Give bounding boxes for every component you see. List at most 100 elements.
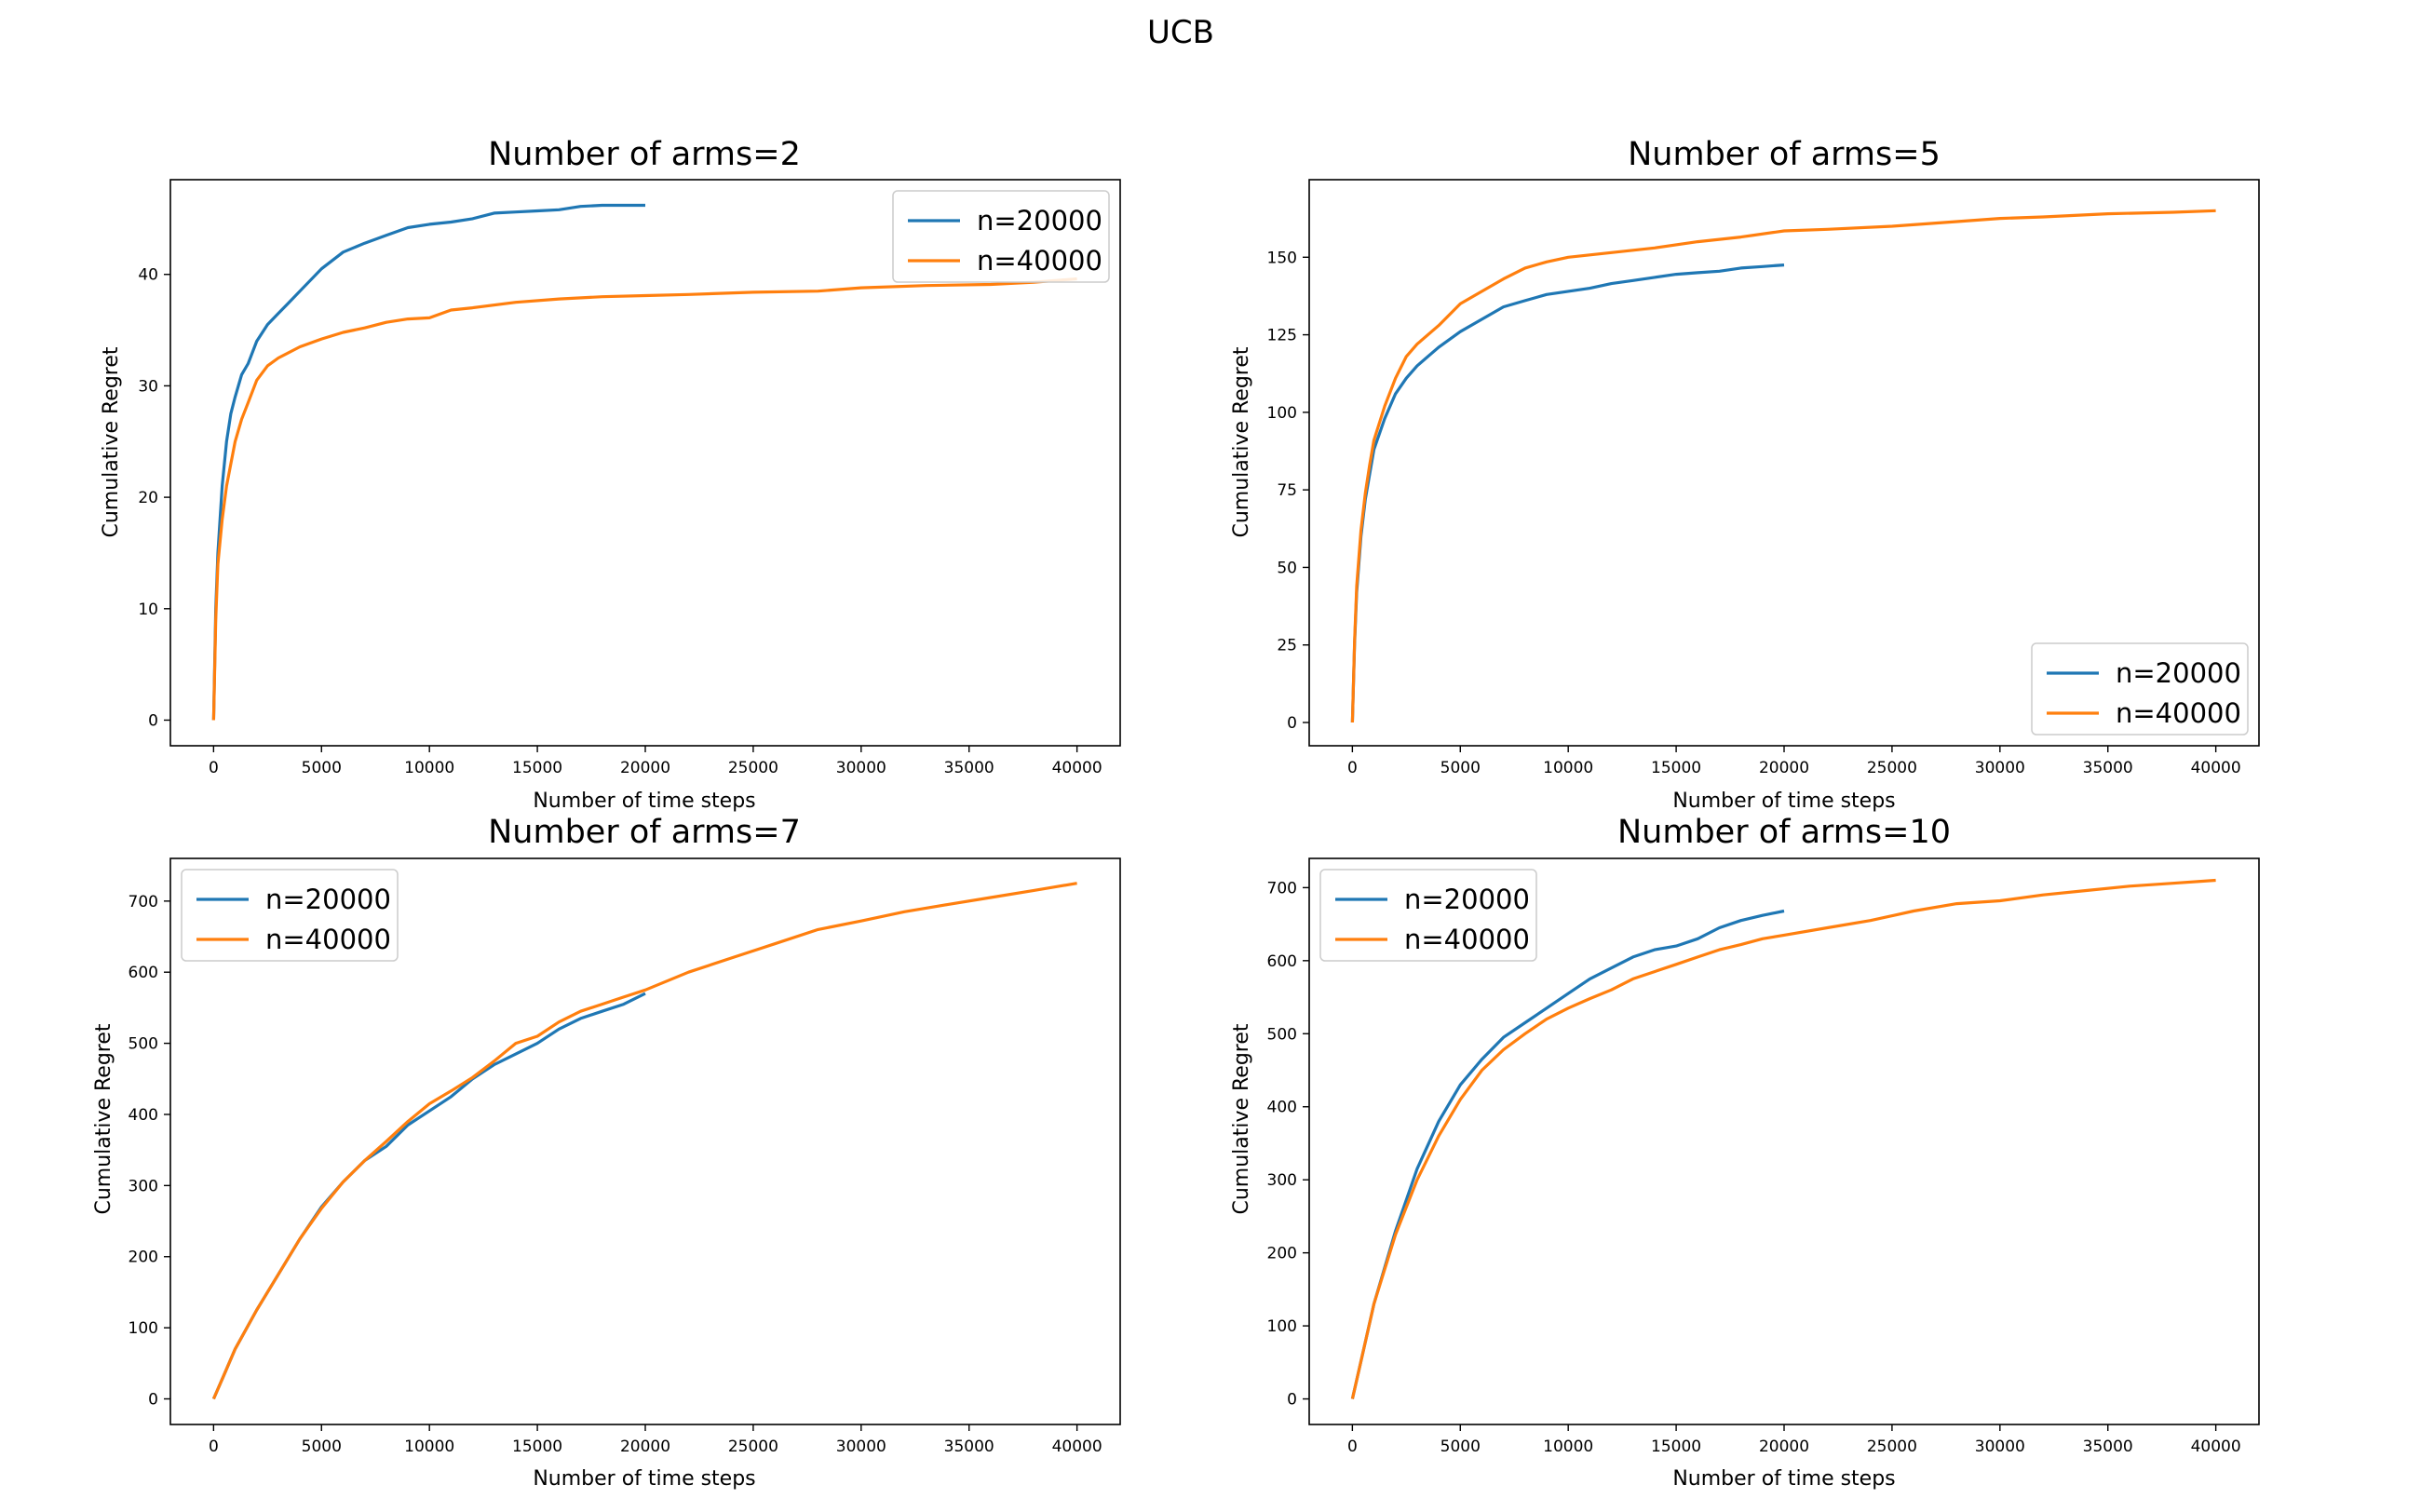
subplot-title: Number of arms=5: [1628, 136, 1941, 173]
subplot-arms-2: Number of arms=2 Number of time steps Cu…: [100, 136, 1121, 813]
x-tick-label: 25000: [728, 1438, 778, 1456]
series-line-n-40000: [211, 277, 1077, 721]
legend-label: n=20000: [2116, 657, 2241, 689]
series-line-n-40000: [1350, 209, 2216, 723]
y-tick-label: 600: [1267, 952, 1297, 971]
y-tick-label: 100: [1267, 1317, 1297, 1336]
y-ticks: 0 10 20 30 40: [138, 266, 170, 730]
y-tick-label: 40: [138, 266, 158, 285]
y-ticks: 0 25 50 75 100 125 150: [1267, 249, 1309, 733]
x-tick-label: 10000: [404, 1438, 454, 1456]
x-ticks: 0 5000 10000 15000 20000 25000 30000 35000 40000: [209, 1424, 1102, 1456]
y-axis-label: Cumulative Regret: [100, 346, 123, 537]
legend: n=20000 n=40000: [1319, 869, 1537, 962]
x-tick-label: 30000: [836, 1438, 886, 1456]
y-tick-label: 0: [148, 1391, 158, 1410]
y-tick-label: 0: [1287, 1391, 1297, 1410]
x-tick-label: 30000: [836, 759, 886, 777]
legend-label: n=20000: [1404, 884, 1530, 915]
plot-area-arms-7: 0 5000 10000 15000 20000 25000 30000 35000 40000…: [128, 857, 1121, 1456]
y-tick-label: 300: [1267, 1171, 1297, 1190]
y-tick-label: 600: [128, 964, 158, 982]
y-tick-label: 300: [128, 1177, 158, 1195]
x-tick-label: 10000: [1543, 1438, 1593, 1456]
series-line-n-20000: [1350, 263, 1785, 723]
subplot-arms-7: Number of arms=7 Number of time steps Cu…: [92, 814, 1121, 1491]
y-tick-label: 500: [1267, 1025, 1297, 1044]
series-line-n-20000: [1350, 909, 1785, 1399]
y-tick-label: 150: [1267, 249, 1297, 267]
x-axis-label: Number of time steps: [1672, 790, 1895, 813]
y-tick-label: 400: [128, 1106, 158, 1125]
y-axis-label: Cumulative Regret: [1230, 346, 1253, 537]
legend-label: n=40000: [2116, 697, 2241, 729]
data-lines: [211, 203, 1077, 721]
y-tick-label: 700: [1267, 879, 1297, 898]
y-tick-label: 100: [1267, 404, 1297, 423]
y-ticks: 0 100 200 300 400 500 600 700: [1267, 879, 1309, 1410]
y-tick-label: 25: [1277, 637, 1297, 655]
x-tick-label: 20000: [1759, 1438, 1809, 1456]
y-tick-label: 100: [128, 1319, 158, 1338]
data-lines: [211, 882, 1077, 1400]
x-tick-label: 5000: [1440, 759, 1481, 777]
figure-title: UCB: [1147, 14, 1214, 51]
x-tick-label: 5000: [302, 759, 342, 777]
x-tick-label: 35000: [944, 1438, 994, 1456]
series-line-n-20000: [211, 203, 645, 721]
x-tick-label: 10000: [404, 759, 454, 777]
x-tick-label: 40000: [2191, 1438, 2241, 1456]
y-tick-label: 10: [138, 601, 158, 619]
y-tick-label: 700: [128, 893, 158, 911]
y-ticks: 0 100 200 300 400 500 600 700: [128, 893, 170, 1410]
subplot-title: Number of arms=10: [1617, 814, 1951, 851]
y-axis-label: Cumulative Regret: [1230, 1023, 1253, 1214]
x-ticks: 0 5000 10000 15000 20000 25000 30000 35000 40000: [1347, 746, 2241, 777]
x-tick-label: 20000: [620, 759, 670, 777]
x-tick-label: 0: [209, 759, 219, 777]
y-tick-label: 0: [148, 711, 158, 730]
x-tick-label: 40000: [2191, 759, 2241, 777]
data-lines: [1350, 878, 2216, 1399]
y-tick-label: 20: [138, 489, 158, 507]
subplot-title: Number of arms=7: [488, 814, 801, 851]
x-tick-label: 20000: [620, 1438, 670, 1456]
legend: n=20000 n=40000: [892, 190, 1110, 283]
subplot-arms-5: Number of arms=5 Number of time steps Cu…: [1230, 136, 2260, 813]
x-tick-label: 40000: [1052, 759, 1102, 777]
x-tick-label: 25000: [1867, 1438, 1917, 1456]
x-ticks: 0 5000 10000 15000 20000 25000 30000 35000 40000: [1347, 1424, 2241, 1456]
y-tick-label: 30: [138, 377, 158, 396]
y-tick-label: 200: [128, 1249, 158, 1267]
legend-label: n=40000: [977, 245, 1102, 277]
y-tick-label: 500: [128, 1035, 158, 1054]
x-axis-label: Number of time steps: [533, 790, 755, 813]
x-tick-label: 20000: [1759, 759, 1809, 777]
y-tick-label: 125: [1267, 327, 1297, 345]
y-tick-label: 75: [1277, 481, 1297, 500]
y-tick-label: 0: [1287, 714, 1297, 733]
x-tick-label: 35000: [2083, 759, 2133, 777]
x-tick-label: 35000: [944, 759, 994, 777]
y-axis-label: Cumulative Regret: [92, 1023, 115, 1214]
y-tick-label: 400: [1267, 1099, 1297, 1117]
x-tick-label: 35000: [2083, 1438, 2133, 1456]
x-ticks: 0 5000 10000 15000 20000 25000 30000 35000 40000: [209, 746, 1102, 777]
series-line-n-40000: [211, 882, 1077, 1400]
x-tick-label: 15000: [1651, 759, 1701, 777]
legend-label: n=40000: [265, 924, 391, 955]
legend: n=20000 n=40000: [181, 869, 399, 962]
x-tick-label: 25000: [1867, 759, 1917, 777]
legend: n=20000 n=40000: [2031, 642, 2249, 736]
x-tick-label: 15000: [512, 759, 562, 777]
x-tick-label: 5000: [302, 1438, 342, 1456]
y-tick-label: 50: [1277, 559, 1297, 577]
x-tick-label: 30000: [1975, 1438, 2025, 1456]
legend-label: n=40000: [1404, 924, 1530, 955]
plot-area-arms-5: 0 5000 10000 15000 20000 25000 30000 35000 40000…: [1267, 179, 2260, 777]
x-axis-label: Number of time steps: [533, 1467, 755, 1491]
plot-area-arms-2: 0 5000 10000 15000 20000 25000 30000 35000 40000…: [138, 179, 1121, 777]
x-tick-label: 0: [1347, 1438, 1358, 1456]
subplot-arms-10: Number of arms=10 Number of time steps C…: [1230, 814, 2260, 1491]
